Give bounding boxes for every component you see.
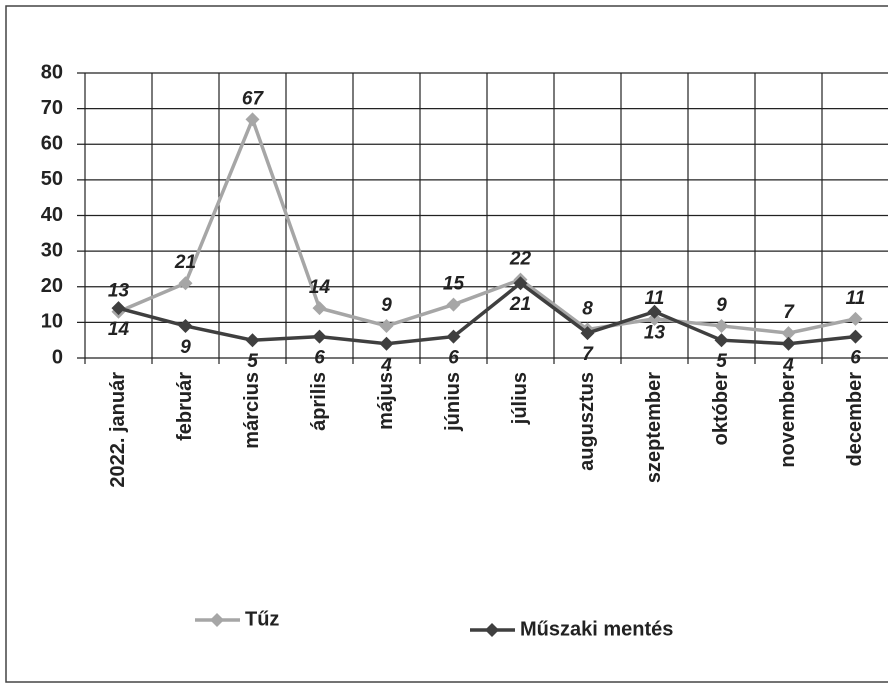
data-label: 6 (448, 348, 459, 369)
data-label: 22 (509, 249, 532, 270)
y-tick-label: 40 (41, 204, 63, 226)
data-label: 11 (645, 288, 665, 309)
data-label: 13 (644, 323, 666, 344)
marker (714, 333, 729, 348)
marker (111, 301, 126, 316)
y-tick-label: 10 (41, 311, 63, 333)
x-tick-label: október (710, 372, 732, 446)
data-label: 13 (108, 281, 130, 302)
data-label: 21 (174, 252, 196, 273)
data-label: 14 (108, 319, 130, 340)
marker (513, 276, 528, 291)
y-tick-label: 0 (52, 346, 63, 368)
marker (312, 301, 327, 316)
x-tick-label: december (844, 372, 866, 467)
marker (178, 276, 193, 291)
x-tick-label: szeptember (643, 372, 665, 483)
marker (379, 336, 394, 351)
x-tick-label: 2022. január (107, 372, 129, 488)
frame (5, 5, 888, 683)
data-label: 67 (242, 88, 265, 109)
data-label: 7 (582, 344, 594, 365)
x-tick-label: március (241, 372, 263, 449)
data-label: 9 (381, 295, 392, 316)
legend-marker (210, 613, 224, 627)
x-tick-label: augusztus (576, 372, 598, 471)
series-line (118, 280, 856, 346)
marker (446, 297, 461, 312)
data-label: 11 (846, 288, 866, 309)
x-tick-label: február (174, 372, 196, 441)
data-label: 9 (716, 295, 727, 316)
data-label: 5 (247, 351, 258, 372)
x-tick-label: június (442, 372, 464, 432)
marker (848, 329, 863, 344)
data-label: 6 (850, 348, 861, 369)
data-label: 5 (716, 351, 727, 372)
data-label: 6 (314, 348, 325, 369)
marker (714, 318, 729, 333)
x-tick-label: július (509, 372, 531, 425)
data-label: 14 (309, 277, 331, 298)
data-label: 7 (783, 302, 795, 323)
y-tick-label: 30 (41, 239, 63, 261)
data-label: 21 (509, 294, 531, 315)
marker (245, 112, 260, 127)
marker (312, 329, 327, 344)
marker (245, 333, 260, 348)
marker (848, 311, 863, 326)
legend-label: Tűz (245, 608, 279, 630)
legend-label: Műszaki mentés (520, 618, 673, 640)
marker (781, 326, 796, 341)
y-tick-label: 70 (41, 97, 63, 119)
marker (580, 326, 595, 341)
data-label: 15 (443, 274, 465, 295)
marker (446, 329, 461, 344)
data-label: 4 (380, 355, 392, 376)
series-line (117, 114, 856, 335)
marker (379, 318, 394, 333)
x-tick-label: május (375, 372, 397, 430)
x-tick-label: április (308, 372, 330, 431)
y-tick-label: 60 (41, 133, 63, 155)
data-label: 9 (180, 337, 191, 358)
x-tick-label: november (777, 372, 799, 468)
y-tick-label: 20 (41, 275, 63, 297)
marker (781, 336, 796, 351)
marker (647, 304, 662, 319)
y-tick-label: 50 (41, 168, 63, 190)
data-label: 8 (582, 299, 593, 320)
marker (178, 318, 193, 333)
legend-marker (485, 623, 499, 637)
marker (647, 311, 662, 326)
y-tick-label: 80 (41, 61, 63, 83)
data-label: 4 (782, 355, 794, 376)
